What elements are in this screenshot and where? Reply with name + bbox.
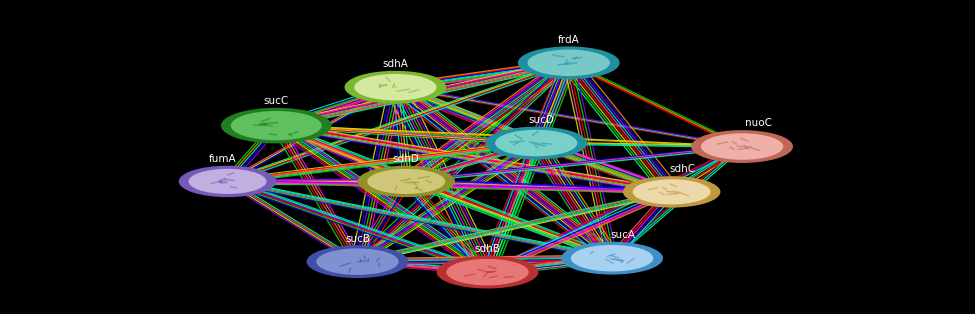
Circle shape <box>306 245 409 278</box>
Circle shape <box>495 130 577 156</box>
Text: sdhD: sdhD <box>393 154 419 164</box>
Circle shape <box>231 111 322 140</box>
Circle shape <box>527 50 610 76</box>
Text: frdA: frdA <box>558 35 579 45</box>
Circle shape <box>221 108 332 143</box>
Circle shape <box>701 133 783 160</box>
Text: sucC: sucC <box>263 96 289 106</box>
Text: sucA: sucA <box>610 230 636 240</box>
Circle shape <box>354 74 437 100</box>
Text: sdhA: sdhA <box>382 59 409 69</box>
Text: fumA: fumA <box>209 154 236 164</box>
Circle shape <box>178 166 276 197</box>
Circle shape <box>562 242 663 274</box>
Circle shape <box>447 259 528 285</box>
Circle shape <box>633 179 711 204</box>
Text: sdhB: sdhB <box>475 244 500 254</box>
Circle shape <box>358 166 455 197</box>
Circle shape <box>518 46 620 79</box>
Text: sucB: sucB <box>345 234 370 244</box>
Circle shape <box>368 169 446 194</box>
Circle shape <box>571 245 653 271</box>
Text: sucD: sucD <box>528 115 555 125</box>
Circle shape <box>188 169 266 194</box>
Circle shape <box>437 256 538 289</box>
Circle shape <box>691 130 793 163</box>
Circle shape <box>316 248 399 275</box>
Circle shape <box>344 71 447 104</box>
Text: sdhC: sdhC <box>670 165 695 175</box>
Text: nuoC: nuoC <box>745 118 772 128</box>
Circle shape <box>486 127 587 160</box>
Circle shape <box>623 176 721 208</box>
